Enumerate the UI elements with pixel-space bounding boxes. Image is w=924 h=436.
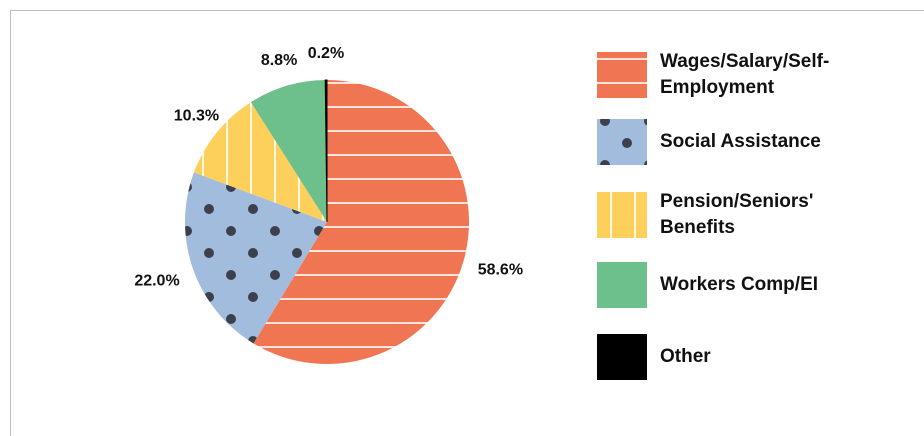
legend-swatch: [597, 119, 647, 165]
pie-slice: [250, 80, 327, 222]
data-label: 10.3%: [174, 107, 219, 124]
frame: [10, 10, 924, 436]
pie-slice: [185, 172, 327, 344]
data-label: 0.2%: [308, 45, 344, 62]
legend-label: Pension/Seniors' Benefits: [660, 191, 814, 238]
data-label: 22.0%: [134, 272, 179, 289]
legend-swatch: [597, 192, 647, 238]
data-label: 8.8%: [261, 52, 297, 69]
legend-swatch: [597, 262, 647, 308]
data-label: 58.6%: [478, 262, 523, 279]
legend-label: Workers Comp/EI: [660, 274, 819, 295]
legend-swatch: [597, 334, 647, 380]
legend-label: Other: [660, 346, 711, 367]
legend-label: Social Assistance: [660, 131, 821, 152]
pie-slice: [193, 102, 327, 222]
legend-label: Wages/Salary/Self-Employment: [660, 51, 830, 98]
legend-swatch: [597, 52, 647, 98]
pie-slice: [324, 79, 328, 223]
pie-slice: [253, 80, 469, 364]
